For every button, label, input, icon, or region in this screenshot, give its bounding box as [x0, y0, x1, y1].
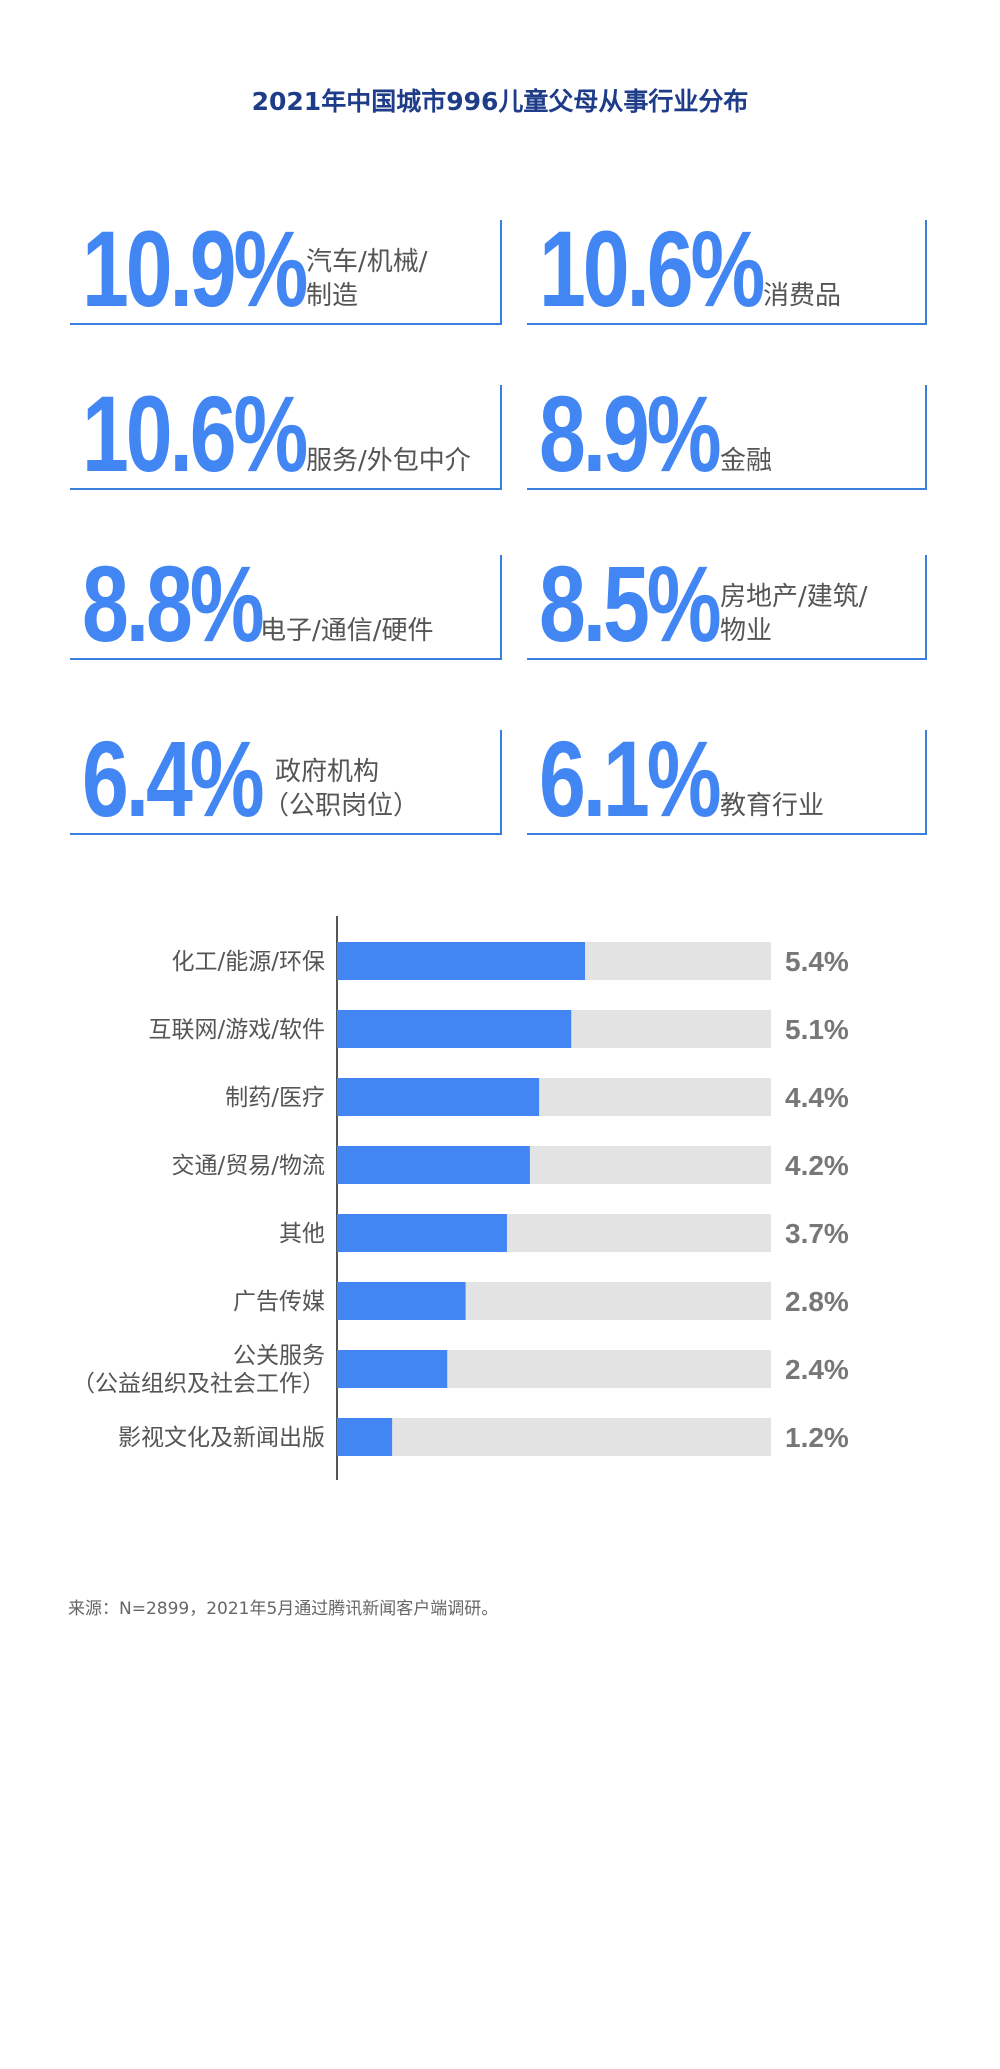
- category-label: 公关服务: [233, 1343, 325, 1369]
- stat-label-line1: 金融: [720, 446, 773, 476]
- stat-label: 汽车/机械/ 制造: [306, 245, 428, 313]
- value-label: 5.4%: [785, 946, 849, 977]
- category-label: 影视文化及新闻出版: [118, 1425, 325, 1451]
- value-label: 2.8%: [785, 1286, 849, 1317]
- chart-title: 2021年中国城市996儿童父母从事行业分布: [251, 87, 749, 116]
- stat-card-services: 10.6% 服务/外包中介: [70, 379, 502, 490]
- stat-label: 服务/外包中介: [306, 444, 471, 478]
- stat-value: 6.4%: [82, 718, 265, 839]
- stat-label-line1: 教育行业: [720, 791, 825, 821]
- stat-card-consumer-goods: 10.6% 消费品: [527, 214, 927, 325]
- value-label: 3.7%: [785, 1218, 849, 1249]
- stat-card-auto: 10.9% 汽车/机械/ 制造: [70, 214, 502, 325]
- stat-card-government: 6.4% 政府机构 （公职岗位）: [70, 724, 502, 835]
- bar: [337, 1146, 530, 1184]
- bar-chart-svg: 化工/能源/环保 5.4% 互联网/游戏/软件 5.1% 制药/医疗 4.4% 交通/贸易/…: [72, 916, 849, 1482]
- stat-label-line1: 房地产/建筑/: [720, 582, 868, 612]
- bar: [337, 1214, 507, 1252]
- stat-label-line2: 物业: [720, 616, 773, 646]
- stat-card-electronics: 8.8% 电子/通信/硬件: [70, 549, 502, 660]
- stat-label: 教育行业: [720, 789, 824, 823]
- category-label: 制药/医疗: [225, 1085, 325, 1111]
- value-label: 1.2%: [785, 1422, 849, 1453]
- category-label: 广告传媒: [233, 1289, 325, 1315]
- value-label: 4.4%: [785, 1082, 849, 1113]
- stat-card-real-estate: 8.5% 房地产/建筑/ 物业: [527, 549, 927, 660]
- source-note: 来源：N=2899，2021年5月通过腾讯新闻客户端调研。: [68, 1599, 499, 1619]
- stat-card-finance: 8.9% 金融: [527, 379, 927, 490]
- bar: [337, 1350, 448, 1388]
- stat-value: 6.1%: [539, 718, 722, 839]
- bar: [337, 1010, 572, 1048]
- stat-value: 10.6%: [82, 373, 308, 494]
- bar: [337, 1418, 393, 1456]
- stat-label: 房地产/建筑/ 物业: [720, 580, 868, 648]
- stat-value: 8.8%: [82, 543, 265, 664]
- stat-label: 电子/通信/硬件: [260, 614, 434, 648]
- stat-label-line1: 消费品: [763, 281, 842, 311]
- value-label: 4.2%: [785, 1150, 849, 1181]
- stat-label-line1: 电子/通信/硬件: [260, 616, 434, 646]
- stat-label-line1: 政府机构: [275, 757, 380, 787]
- stat-label-line1: 汽车/机械/: [306, 247, 428, 277]
- stat-value: 10.6%: [539, 208, 765, 329]
- category-label: 其他: [279, 1221, 325, 1247]
- stat-value: 10.9%: [82, 208, 308, 329]
- bar: [337, 942, 585, 980]
- stat-label: 政府机构 （公职岗位）: [263, 755, 419, 823]
- stat-label-line2: 制造: [306, 281, 359, 311]
- category-label: （公益组织及社会工作）: [72, 1371, 325, 1397]
- stat-label: 金融: [720, 444, 772, 478]
- stat-label-line2: （公职岗位）: [263, 791, 420, 821]
- stat-value: 8.9%: [539, 373, 722, 494]
- value-label: 5.1%: [785, 1014, 849, 1045]
- stat-value: 8.5%: [539, 543, 722, 664]
- value-label: 2.4%: [785, 1354, 849, 1385]
- bar: [337, 1078, 540, 1116]
- bar-chart: 化工/能源/环保 5.4% 互联网/游戏/软件 5.1% 制药/医疗 4.4% 交通/贸易/…: [0, 910, 1000, 1482]
- stat-card-education: 6.1% 教育行业: [527, 724, 927, 835]
- category-label: 交通/贸易/物流: [172, 1153, 326, 1179]
- category-label: 化工/能源/环保: [172, 949, 326, 975]
- stat-label: 消费品: [763, 279, 841, 313]
- category-label: 互联网/游戏/软件: [149, 1017, 326, 1043]
- bar-track: [337, 1418, 771, 1456]
- stat-label-line1: 服务/外包中介: [306, 446, 471, 476]
- bar: [337, 1282, 466, 1320]
